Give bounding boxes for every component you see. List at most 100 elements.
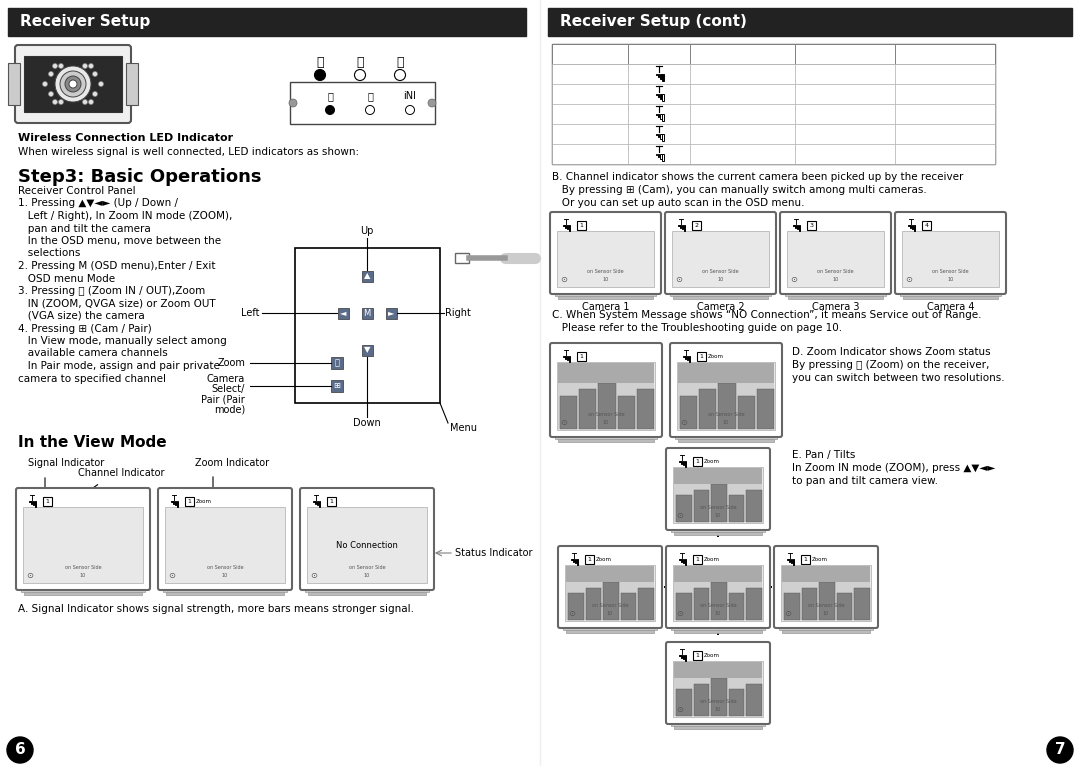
Text: on Sensor Side: on Sensor Side — [932, 269, 969, 274]
Text: on Sensor Side: on Sensor Side — [700, 699, 737, 704]
Bar — [789, 559, 791, 561]
Circle shape — [82, 64, 87, 68]
Circle shape — [65, 76, 81, 92]
Bar — [552, 44, 995, 164]
Bar — [895, 124, 995, 144]
Text: 15~30Fps: 15~30Fps — [922, 68, 968, 77]
Text: 0Fps: 0Fps — [835, 148, 855, 157]
Bar — [557, 231, 654, 287]
Circle shape — [69, 80, 77, 88]
Text: Receiver Control Panel: Receiver Control Panel — [18, 186, 136, 196]
Text: Zoom: Zoom — [195, 499, 212, 504]
FancyBboxPatch shape — [550, 343, 662, 437]
Bar — [555, 435, 657, 439]
Text: Good: Good — [578, 88, 602, 97]
Bar — [567, 225, 568, 229]
Bar — [908, 225, 909, 227]
Text: ►: ► — [388, 309, 394, 317]
Text: ⏻: ⏻ — [327, 91, 333, 101]
Bar — [895, 44, 995, 64]
Bar — [687, 356, 688, 360]
Bar — [782, 566, 870, 582]
Text: ⊞: ⊞ — [334, 381, 340, 391]
Circle shape — [60, 71, 86, 97]
Bar — [316, 501, 319, 505]
Bar — [307, 507, 427, 583]
Bar — [598, 383, 616, 429]
Bar — [791, 559, 792, 563]
Text: 725~1062Kbps: 725~1062Kbps — [707, 88, 778, 97]
Text: ⊙: ⊙ — [310, 571, 318, 580]
Bar — [627, 104, 690, 124]
Text: 12~20Fps: 12~20Fps — [922, 88, 968, 97]
Circle shape — [1047, 737, 1074, 763]
Bar — [552, 84, 627, 104]
FancyBboxPatch shape — [300, 488, 434, 590]
Text: Zoom: Zoom — [708, 354, 724, 359]
Bar — [627, 144, 690, 164]
Bar — [662, 74, 664, 80]
Bar — [683, 655, 684, 660]
Text: 1: 1 — [329, 499, 334, 504]
Bar — [313, 501, 314, 502]
Text: 10: 10 — [717, 277, 724, 282]
Text: on Sensor Side: on Sensor Side — [588, 269, 624, 274]
Text: By pressing ⊞ (Cam), you can manually switch among multi cameras.: By pressing ⊞ (Cam), you can manually sw… — [552, 185, 927, 195]
Text: Indicator: Indicator — [639, 47, 679, 56]
Text: Receiver Setup: Receiver Setup — [21, 14, 150, 29]
Bar — [729, 495, 744, 522]
Bar — [910, 225, 912, 228]
Bar — [793, 559, 794, 565]
Bar — [788, 296, 883, 299]
Text: 3: 3 — [810, 223, 813, 228]
Text: ⊙: ⊙ — [675, 275, 681, 284]
Bar — [575, 559, 576, 563]
Bar — [689, 356, 690, 362]
Bar — [173, 501, 174, 504]
Circle shape — [93, 71, 97, 77]
Bar — [31, 501, 32, 504]
Bar — [683, 559, 684, 563]
Bar — [785, 292, 886, 296]
Bar — [795, 225, 796, 228]
Bar — [787, 559, 788, 561]
Text: Zero: Zero — [580, 148, 600, 157]
Bar — [660, 93, 662, 99]
Bar — [656, 113, 658, 116]
Bar — [690, 144, 795, 164]
Text: ◄: ◄ — [340, 309, 347, 317]
Bar — [795, 64, 895, 84]
Text: 10: 10 — [833, 277, 839, 282]
Bar — [684, 356, 685, 358]
Bar — [566, 566, 654, 582]
Text: B. Channel indicator shows the current camera been picked up by the receiver: B. Channel indicator shows the current c… — [552, 172, 963, 182]
Bar — [820, 582, 835, 620]
Bar — [35, 501, 36, 506]
Text: 10: 10 — [715, 513, 721, 518]
Text: 1: 1 — [188, 499, 191, 504]
Circle shape — [49, 91, 54, 97]
Text: Channel Indicator: Channel Indicator — [78, 468, 164, 478]
Bar — [787, 231, 885, 287]
Bar — [573, 559, 575, 561]
Text: Zoom: Zoom — [217, 358, 245, 368]
Bar — [693, 683, 710, 716]
Text: pan and tilt the camera: pan and tilt the camera — [18, 224, 151, 234]
Text: 1: 1 — [580, 354, 583, 359]
Bar — [29, 501, 30, 502]
Bar — [902, 231, 999, 287]
Text: ⊙: ⊙ — [568, 609, 575, 618]
Bar — [674, 662, 762, 716]
Text: 0~250Kbps: 0~250Kbps — [716, 148, 769, 157]
Bar — [681, 225, 684, 229]
Bar — [746, 588, 762, 620]
Text: 🔗: 🔗 — [356, 57, 364, 70]
Text: 10: 10 — [603, 420, 609, 425]
Text: Camera 3: Camera 3 — [812, 302, 860, 312]
Circle shape — [42, 81, 48, 87]
Bar — [43, 497, 52, 506]
Bar — [674, 726, 762, 729]
Bar — [337, 307, 349, 319]
Text: 3~5Fps: 3~5Fps — [827, 88, 862, 97]
Text: Zoom: Zoom — [704, 557, 720, 562]
